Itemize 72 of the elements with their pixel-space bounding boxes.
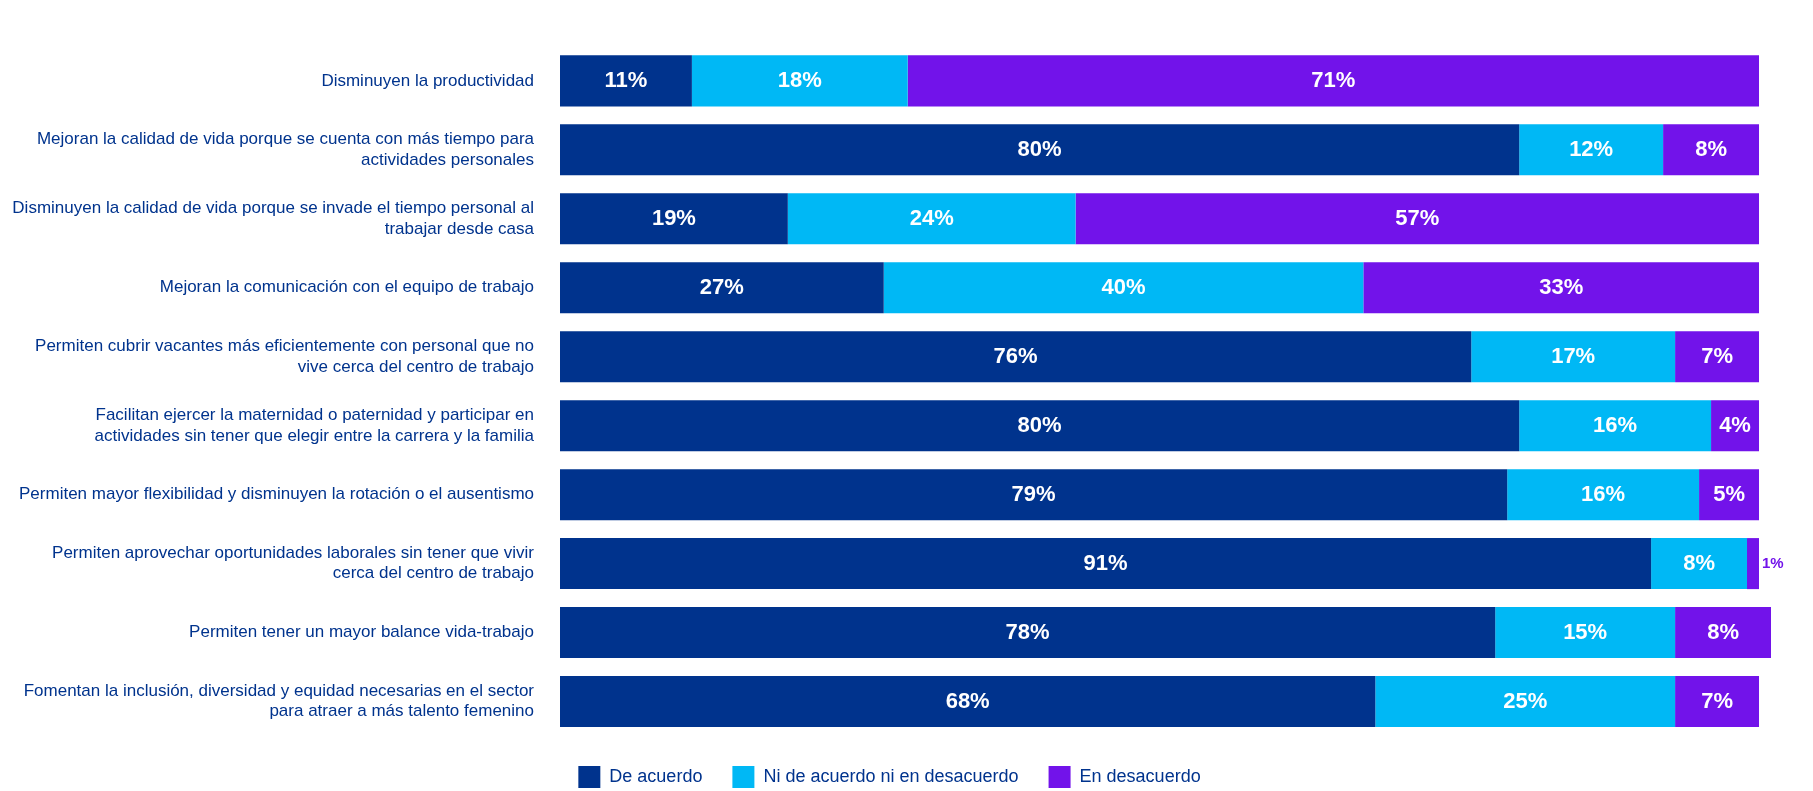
y-tick-label: Permiten aprovechar oportunidades laborales sin tener que vivir cerca del centro de trabajo [52,543,535,583]
bar [1507,469,1700,521]
data-label: 4% [1719,411,1751,437]
bar [1699,469,1760,521]
data-label: 57% [1395,204,1440,230]
data-label: 18% [777,66,822,92]
data-label: 16% [1593,411,1638,437]
bar [1675,676,1760,728]
data-label: 25% [1503,687,1548,713]
data-label: 15% [1563,618,1608,644]
bar [1675,331,1760,383]
bar [560,676,1376,728]
bar [560,193,788,245]
bar [1519,400,1712,452]
data-label: 71% [1311,66,1356,92]
data-label: 78% [1005,618,1050,644]
bar [883,262,1364,314]
data-label: 33% [1539,273,1584,299]
y-tick-label: Fomentan la inclusión, diversidad y equidad necesarias en el sector para atraer a más talento femenino [23,681,535,721]
data-label: 5% [1713,480,1745,506]
y-tick-label: Mejoran la comunicación con el equipo de trabajo [159,277,534,297]
bar [560,55,692,107]
data-label: 76% [993,342,1038,368]
bar [560,538,1652,590]
data-label: 7% [1701,342,1733,368]
bar [1519,124,1664,176]
bar [1495,607,1676,659]
data-label: 17% [1551,342,1596,368]
data-label: 1% [1762,553,1784,571]
data-label: 16% [1581,480,1626,506]
data-label: 79% [1011,480,1056,506]
data-label: 8% [1683,549,1715,575]
data-label: 68% [945,687,990,713]
data-label: 40% [1101,273,1146,299]
bar [1675,607,1771,659]
bar [560,400,1520,452]
y-tick-label: Permiten cubrir vacantes más eficientemente con personal que no vive cerca del centro de trabajo [35,336,534,376]
data-label: 80% [1017,411,1062,437]
y-tick-label: Disminuyen la productividad [321,70,534,90]
y-tick-label: Permiten tener un mayor balance vida-trabajo [189,622,534,642]
bar [1471,331,1676,383]
bar [1075,193,1760,245]
data-label: 12% [1569,135,1614,161]
data-label: 80% [1017,135,1062,161]
bar [560,469,1508,521]
y-tick-label: Facilitan ejercer la maternidad o paternidad y participar en actividades sin tener que elegir entre la carrera y la familia [94,405,535,445]
legend-label: Ni de acuerdo ni en desacuerdo [763,765,1019,786]
data-label: 7% [1701,687,1733,713]
y-tick-label: Permiten mayor flexibilidad y disminuyen la rotación o el ausentismo [19,484,534,504]
bar [787,193,1076,245]
y-tick-label: Disminuyen la calidad de vida porque se invade el tiempo personal al trabajar desde casa [12,198,535,238]
bar [1747,538,1760,590]
data-label: 19% [651,204,696,230]
bar [1663,124,1760,176]
y-tick-label: Mejoran la calidad de vida porque se cuenta con más tiempo para actividades personales [36,129,535,169]
data-label: 24% [909,204,954,230]
bar [560,331,1472,383]
bar [1375,676,1676,728]
bar [560,262,884,314]
bar [560,124,1520,176]
legend-label: De acuerdo [609,765,703,786]
data-label: 8% [1695,135,1727,161]
data-label: 11% [604,66,648,92]
data-label: 91% [1083,549,1128,575]
data-label: 8% [1707,618,1739,644]
legend-label: En desacuerdo [1079,765,1201,786]
bar [691,55,908,107]
bar [1651,538,1748,590]
data-label: 27% [699,273,744,299]
bar [560,607,1496,659]
bar [907,55,1760,107]
bar [1363,262,1760,314]
